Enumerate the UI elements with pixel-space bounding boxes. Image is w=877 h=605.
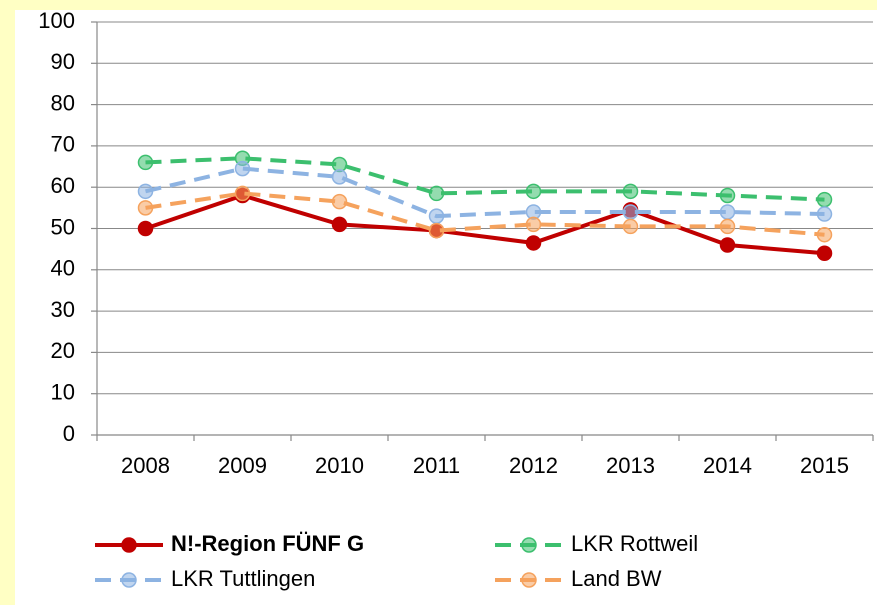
marker bbox=[331, 193, 348, 210]
y-tick-label: 0 bbox=[63, 421, 75, 446]
marker bbox=[719, 204, 736, 220]
marker bbox=[525, 183, 542, 200]
marker bbox=[137, 220, 154, 237]
y-tick-label: 70 bbox=[51, 132, 75, 157]
marker bbox=[331, 216, 348, 233]
series-line bbox=[145, 166, 825, 219]
marker bbox=[525, 235, 542, 251]
series-line bbox=[145, 191, 825, 237]
y-tick-label: 50 bbox=[51, 214, 75, 239]
marker bbox=[622, 204, 639, 220]
y-tick-label: 90 bbox=[51, 49, 75, 74]
legend-label: LKR Tuttlingen bbox=[171, 566, 315, 591]
y-tick-label: 100 bbox=[38, 8, 75, 33]
marker bbox=[622, 218, 639, 235]
marker bbox=[137, 183, 154, 200]
marker bbox=[719, 237, 736, 253]
legend-label: LKR Rottweil bbox=[571, 531, 698, 556]
x-tick-label: 2009 bbox=[218, 453, 267, 478]
marker bbox=[525, 216, 542, 233]
legend-marker bbox=[521, 572, 537, 588]
left-band bbox=[0, 0, 15, 605]
marker bbox=[137, 200, 154, 216]
x-tick-label: 2015 bbox=[800, 453, 849, 478]
legend-marker bbox=[121, 537, 137, 553]
y-tick-label: 30 bbox=[51, 297, 75, 322]
marker bbox=[719, 218, 736, 235]
x-tick-label: 2014 bbox=[703, 453, 752, 478]
y-tick-label: 80 bbox=[51, 90, 75, 115]
marker bbox=[331, 169, 348, 185]
y-tick-label: 60 bbox=[51, 173, 75, 198]
marker bbox=[816, 206, 833, 222]
series-line bbox=[144, 193, 825, 256]
y-tick-label: 10 bbox=[51, 380, 75, 405]
legend-marker bbox=[121, 572, 137, 588]
marker bbox=[816, 226, 833, 243]
top-band bbox=[0, 0, 877, 10]
marker bbox=[137, 154, 154, 171]
marker bbox=[428, 185, 445, 202]
y-tick-label: 20 bbox=[51, 338, 75, 363]
x-tick-label: 2010 bbox=[315, 453, 364, 478]
x-tick-label: 2008 bbox=[121, 453, 170, 478]
marker bbox=[234, 160, 251, 177]
legend-label: N!-Region FÜNF G bbox=[171, 531, 364, 556]
marker bbox=[719, 187, 736, 204]
marker bbox=[428, 208, 445, 224]
legend-marker bbox=[521, 537, 537, 553]
x-tick-label: 2011 bbox=[413, 453, 460, 478]
marker bbox=[816, 191, 833, 208]
legend-label: Land BW bbox=[571, 566, 662, 591]
series-line bbox=[145, 156, 825, 202]
x-tick-label: 2013 bbox=[606, 453, 655, 478]
marker bbox=[428, 222, 445, 239]
marker bbox=[622, 183, 639, 200]
marker bbox=[234, 185, 251, 202]
x-tick-label: 2012 bbox=[509, 453, 558, 478]
marker bbox=[816, 245, 833, 262]
y-tick-label: 40 bbox=[51, 256, 75, 281]
